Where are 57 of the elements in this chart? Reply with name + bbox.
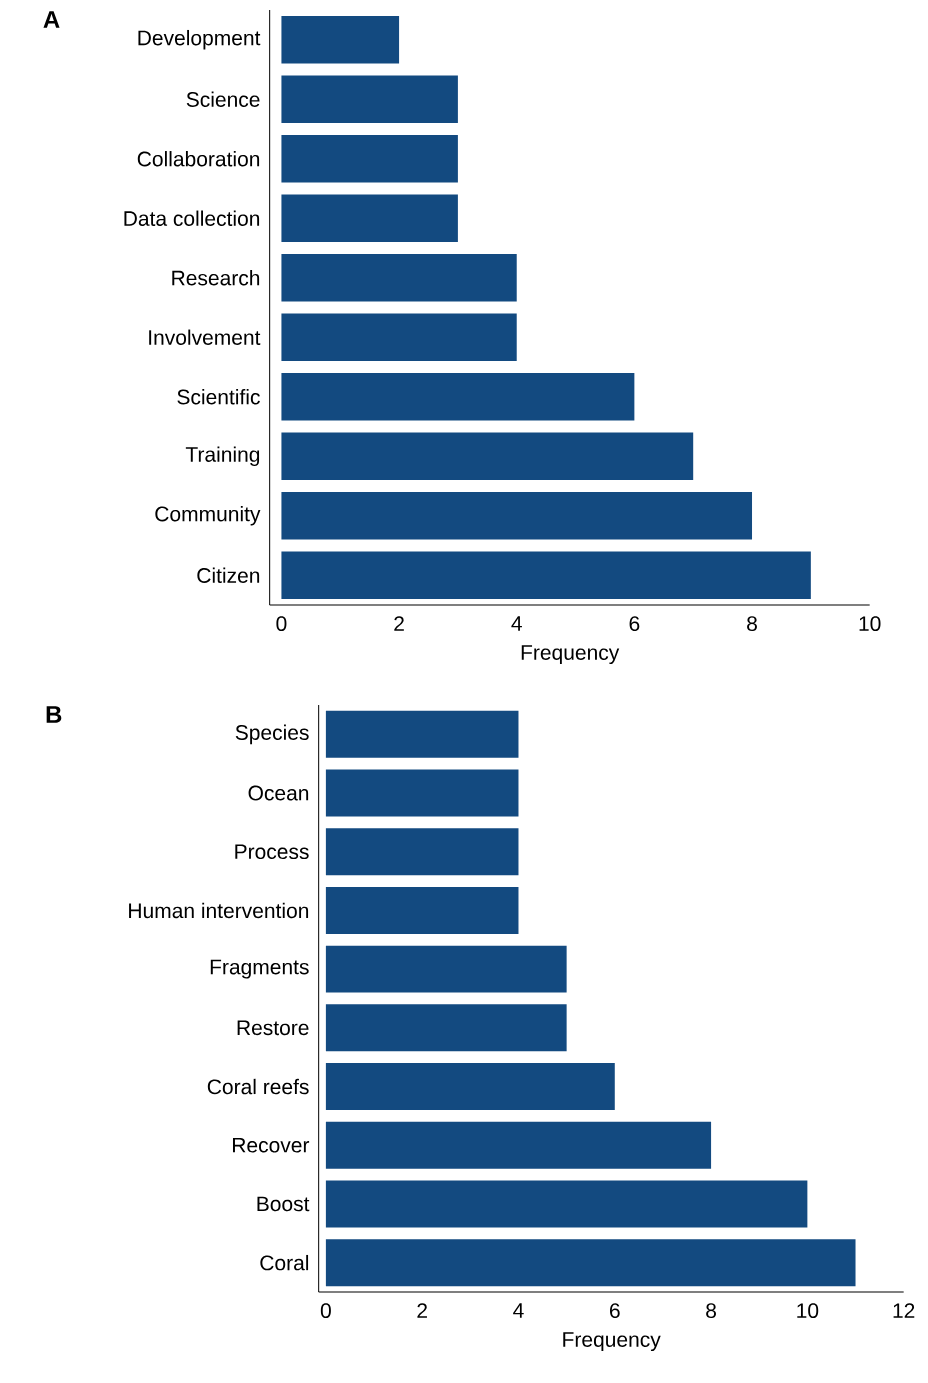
x-tick-label: 0 <box>276 616 287 632</box>
y-tick-label: Training <box>186 446 260 467</box>
bar <box>281 491 753 540</box>
x-tick-label: 6 <box>610 1303 620 1319</box>
y-tick-label: Recover <box>233 1137 310 1153</box>
bar <box>281 134 459 183</box>
bar <box>326 769 519 817</box>
y-tick-label: Data collection <box>124 210 260 226</box>
y-tick-label: Species <box>235 724 309 745</box>
y-tick-label: Collaboration <box>137 151 260 167</box>
bar <box>281 253 517 302</box>
bar <box>281 194 459 243</box>
bar <box>281 432 694 481</box>
x-tick-label: 2 <box>394 616 405 631</box>
y-tick-label: Process <box>235 844 309 860</box>
x-tick-label: 10 <box>797 1303 819 1319</box>
y-tick-label: Boost <box>257 1196 310 1212</box>
bar <box>326 945 567 993</box>
bar <box>281 15 400 64</box>
x-axis-title: Frequency <box>521 645 620 665</box>
bar <box>281 313 517 362</box>
bar <box>326 1004 567 1052</box>
bar <box>326 886 519 934</box>
x-tick-label: 4 <box>511 616 523 631</box>
bar <box>326 1239 856 1287</box>
y-tick-label: Fragments <box>211 959 309 979</box>
bar <box>281 75 459 124</box>
x-tick-label: 8 <box>747 616 758 632</box>
y-tick-label: Community <box>155 505 261 526</box>
x-tick-label: 0 <box>321 1303 332 1319</box>
bar <box>326 1063 615 1111</box>
bar <box>281 551 812 600</box>
bar <box>281 372 635 421</box>
text: B <box>46 706 62 723</box>
y-tick-label: Restore <box>237 1020 309 1036</box>
bar <box>326 1180 808 1228</box>
x-tick-label: 12 <box>893 1303 915 1318</box>
x-tick-label: 4 <box>513 1303 524 1318</box>
y-tick-label: Development <box>138 29 261 50</box>
bar <box>326 1121 712 1169</box>
y-tick-label: Citizen <box>197 567 260 583</box>
y-tick-label: Research <box>172 270 260 286</box>
bar <box>326 828 519 876</box>
y-tick-label: Science <box>186 91 260 107</box>
y-tick-label: Coral reefs <box>208 1078 309 1095</box>
x-tick-label: 2 <box>417 1303 428 1318</box>
y-tick-label: Coral <box>260 1254 309 1271</box>
x-tick-label: 10 <box>859 616 881 632</box>
text: A <box>43 11 60 28</box>
y-tick-label: Scientific <box>177 389 261 405</box>
y-tick-label: Involvement <box>149 329 261 345</box>
y-tick-label: Human intervention <box>129 902 309 919</box>
x-tick-label: 6 <box>629 616 640 632</box>
y-tick-label: Ocean <box>248 785 309 801</box>
x-tick-label: 8 <box>706 1303 717 1319</box>
bar <box>326 710 519 758</box>
x-axis-title: Frequency <box>563 1332 661 1352</box>
